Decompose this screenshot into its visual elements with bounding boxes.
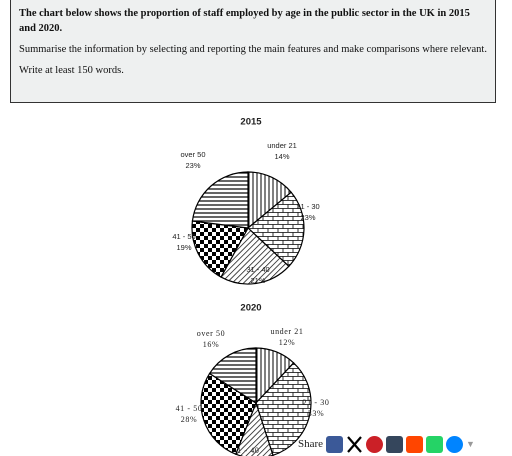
facebook-icon[interactable] bbox=[326, 435, 344, 453]
slice-label: over 50 bbox=[180, 150, 205, 159]
value-label: 23% bbox=[185, 161, 200, 170]
slice-label: 41 - 50 bbox=[176, 404, 203, 413]
whatsapp-icon[interactable] bbox=[426, 435, 444, 453]
value-label: 28% bbox=[181, 415, 197, 424]
slice-label: 21 - 30 bbox=[296, 202, 319, 211]
share-label: Share bbox=[298, 438, 324, 450]
slice-label: under 21 bbox=[270, 327, 303, 336]
slice-label: 21 - 30 bbox=[303, 398, 330, 407]
more-icon[interactable]: ▼ bbox=[466, 439, 475, 449]
pie-slice bbox=[247, 191, 305, 268]
slice-label: under 21 bbox=[267, 141, 297, 150]
pinterest-icon[interactable] bbox=[366, 435, 384, 453]
pie-slice bbox=[191, 171, 249, 229]
pie-slice bbox=[191, 220, 249, 278]
prompt-words: Write at least 150 words. bbox=[19, 65, 124, 76]
prompt-lead: The chart below shows the proportion of … bbox=[19, 8, 470, 34]
slice-label: 31 - 40 bbox=[246, 265, 269, 274]
pie-slice bbox=[255, 362, 312, 456]
pie-slice bbox=[208, 347, 257, 405]
messenger-icon[interactable] bbox=[446, 435, 464, 453]
chart-title: 2020 bbox=[240, 303, 261, 314]
pie-slice bbox=[220, 227, 290, 285]
tumblr-icon[interactable] bbox=[386, 435, 404, 453]
value-label: 21% bbox=[250, 276, 265, 285]
slice-label: 41 - 50 bbox=[172, 232, 195, 241]
value-label: 16% bbox=[203, 340, 219, 349]
value-label: 19% bbox=[176, 243, 191, 252]
slice-label: 31 - 40 bbox=[233, 446, 260, 455]
slice-label: over 50 bbox=[197, 329, 225, 338]
reddit-icon[interactable] bbox=[406, 435, 424, 453]
chart-title: 2015 bbox=[240, 117, 262, 128]
prompt-instruction: Summarise the information by selecting a… bbox=[19, 44, 487, 55]
value-label: 23% bbox=[300, 213, 315, 222]
prompt-box: The chart below shows the proportion of … bbox=[10, 0, 496, 103]
share-bar: Share ▼ bbox=[298, 433, 475, 455]
value-label: 14% bbox=[274, 152, 289, 161]
x-icon[interactable] bbox=[346, 435, 364, 453]
value-label: 33% bbox=[308, 409, 324, 418]
pie-slice bbox=[200, 372, 257, 455]
value-label: 12% bbox=[279, 338, 295, 347]
